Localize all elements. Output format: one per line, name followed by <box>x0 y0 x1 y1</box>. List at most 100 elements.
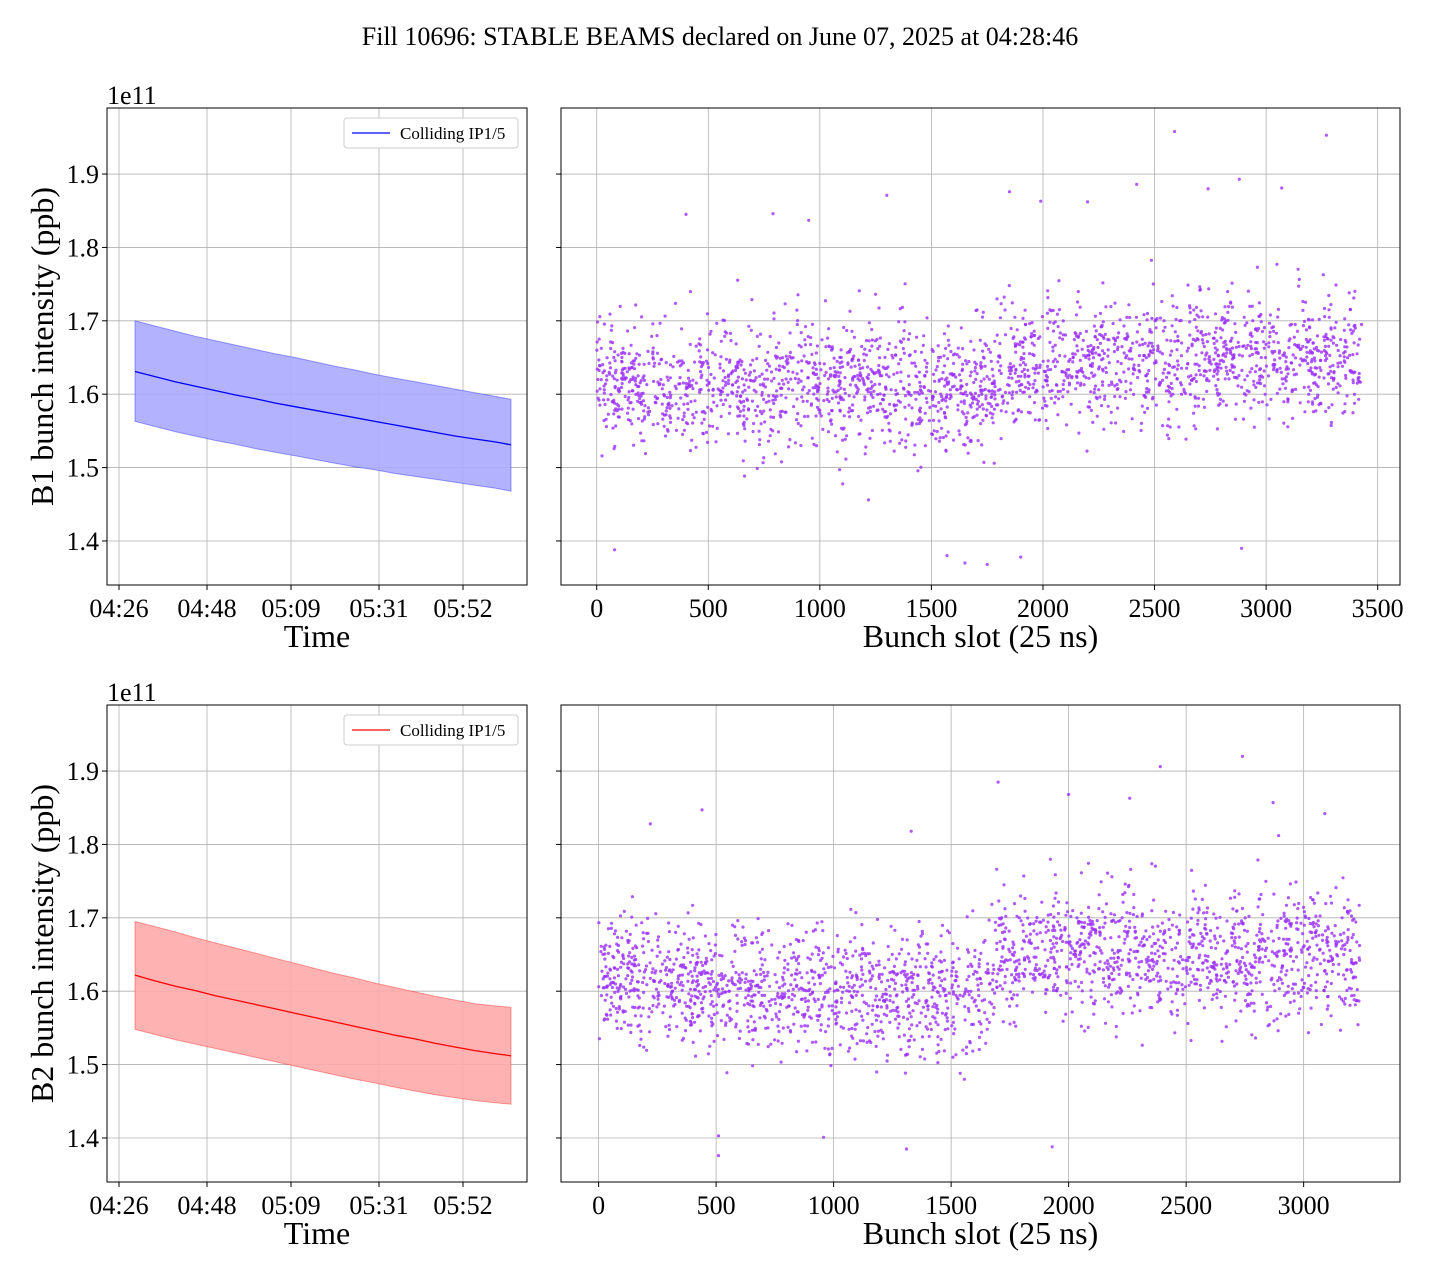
bunch-point <box>1260 329 1265 334</box>
bunch-point <box>1284 973 1288 977</box>
bunch-point <box>812 997 816 1001</box>
bunch-point <box>686 407 690 411</box>
bunch-point <box>626 940 630 945</box>
bunch-point <box>869 380 873 384</box>
bunch-point <box>596 377 600 382</box>
bunch-point <box>1302 923 1306 927</box>
bunch-point <box>1134 949 1139 954</box>
bunch-point <box>1049 396 1053 400</box>
bunch-point <box>847 406 852 410</box>
bunch-point <box>1109 936 1113 940</box>
bunch-point <box>1273 358 1277 362</box>
bunch-point <box>1268 330 1272 334</box>
bunch-point <box>619 994 623 999</box>
bunch-point <box>1064 1012 1068 1016</box>
bunch-point <box>1318 962 1322 966</box>
bunch-point <box>1173 339 1177 343</box>
bunch-point <box>1282 421 1286 425</box>
bunch-point <box>1294 387 1298 391</box>
bunch-point <box>1304 337 1308 342</box>
bunch-point <box>1133 936 1137 940</box>
bunch-point <box>1095 414 1099 418</box>
bunch-point <box>766 350 770 354</box>
bunch-point <box>782 966 787 970</box>
bunch-point <box>1028 411 1032 415</box>
bunch-point <box>1082 921 1087 925</box>
bunch-point <box>1043 399 1047 403</box>
bunch-point <box>1089 390 1093 394</box>
bunch-point <box>1092 345 1096 350</box>
bunch-point <box>602 1018 606 1022</box>
bunch-point <box>1045 311 1050 315</box>
bunch-point <box>753 408 757 412</box>
bunch-point <box>674 428 679 432</box>
bunch-point <box>621 985 626 989</box>
bunch-point <box>1348 909 1352 913</box>
bunch-point <box>1316 891 1320 895</box>
bunch-point <box>775 1015 779 1019</box>
bunch-point <box>971 972 976 976</box>
bunch-point <box>907 392 911 396</box>
bunch-point <box>1133 930 1137 934</box>
bunch-point <box>868 961 872 965</box>
bunch-point <box>1058 331 1062 335</box>
bunch-point <box>1015 328 1019 332</box>
bunch-point <box>1156 924 1160 928</box>
bunch-point <box>924 965 928 969</box>
bunch-point <box>1081 338 1085 342</box>
bunch-point <box>636 980 640 984</box>
bunch-point <box>1195 337 1199 341</box>
bunch-point <box>714 440 718 444</box>
bunch-point <box>1125 934 1129 938</box>
bunch-point <box>1054 395 1058 399</box>
bunch-point <box>1228 896 1233 900</box>
bunch-point <box>1343 1002 1347 1006</box>
bunch-point <box>888 1020 892 1024</box>
bunch-point <box>902 337 906 341</box>
bunch-point <box>1214 326 1218 330</box>
bunch-point <box>1257 400 1261 404</box>
bunch-point <box>691 903 695 907</box>
bunch-point <box>738 986 743 991</box>
bunch-point <box>921 343 925 347</box>
bunch-point <box>1347 323 1351 327</box>
bunch-point <box>721 386 725 390</box>
bunch-point <box>1278 366 1282 370</box>
bunch-point <box>749 979 753 983</box>
bunch-point <box>619 385 624 390</box>
bunch-point <box>818 382 822 386</box>
bunch-point <box>951 992 956 996</box>
bunch-point <box>1284 926 1288 930</box>
bunch-point <box>900 983 904 987</box>
bunch-point <box>1139 421 1144 425</box>
bunch-point <box>740 943 744 948</box>
bunch-point <box>976 988 981 992</box>
bunch-point <box>1234 402 1238 406</box>
bunch-point <box>757 443 762 447</box>
bunch-point <box>897 320 901 324</box>
bunch-point <box>1305 991 1309 995</box>
bunch-point <box>1325 980 1329 984</box>
bunch-point <box>983 364 987 368</box>
bunch-point <box>702 969 706 973</box>
bunch-point <box>906 1005 910 1009</box>
bunch-point <box>1179 955 1183 959</box>
bunch-point <box>826 336 830 340</box>
bunch-point <box>931 397 935 402</box>
bunch-point <box>1103 921 1107 925</box>
bunch-point <box>1124 924 1128 928</box>
x-tick-label: 0 <box>592 1191 605 1220</box>
bunch-point <box>1058 389 1062 393</box>
bunch-point <box>618 914 623 918</box>
bunch-point <box>1216 353 1220 357</box>
bunch-point <box>1030 332 1034 336</box>
bunch-point <box>1009 365 1013 369</box>
bunch-point <box>629 400 633 405</box>
bunch-point <box>945 1016 949 1020</box>
bunch-point <box>795 972 799 976</box>
bunch-point <box>651 346 655 350</box>
bunch-point <box>1306 1031 1311 1035</box>
bunch-point <box>1285 937 1289 941</box>
bunch-point <box>1130 1011 1134 1015</box>
bunch-point <box>791 370 795 374</box>
